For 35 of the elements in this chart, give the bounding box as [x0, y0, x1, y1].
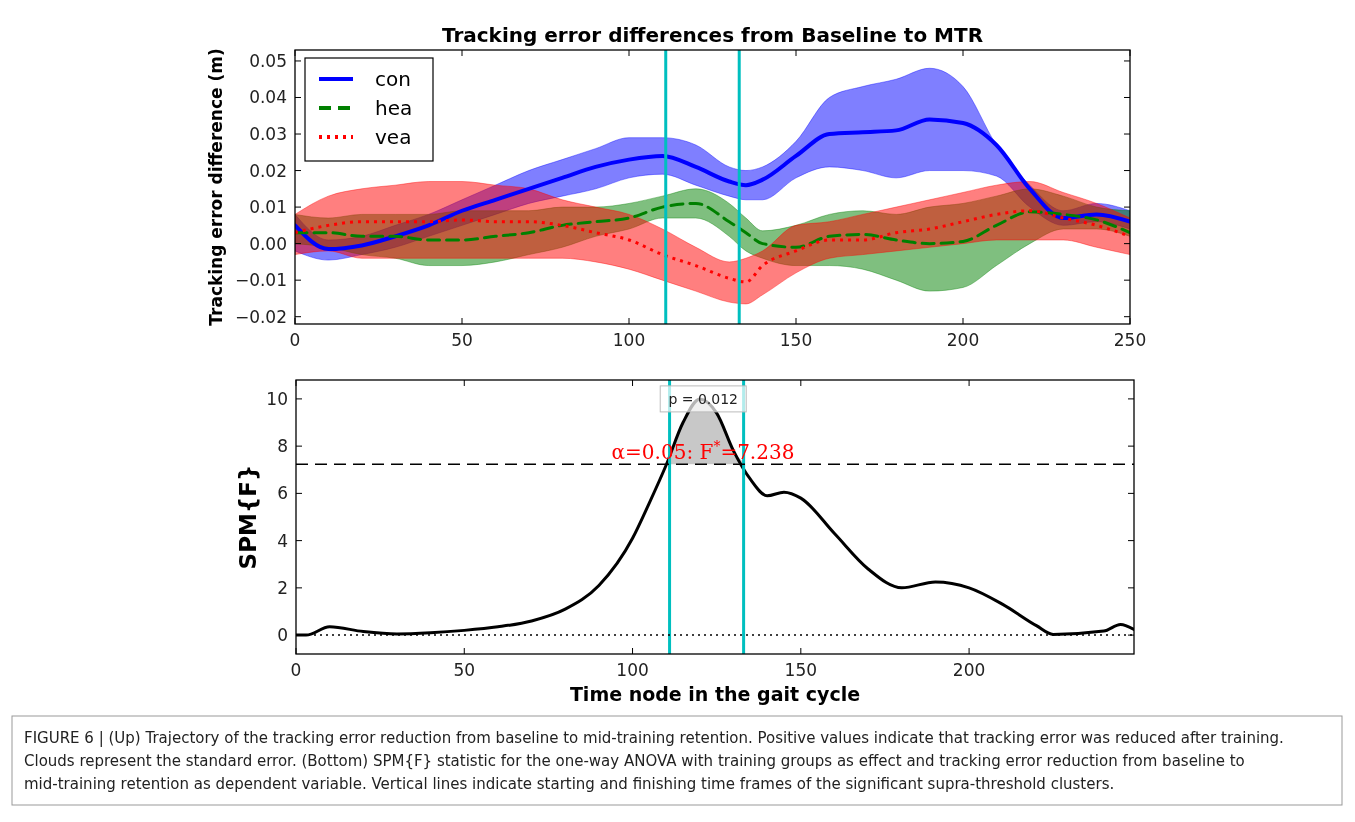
x-tick-label: 0 — [290, 660, 302, 680]
x-tick-label: 150 — [779, 330, 813, 350]
y-tick-label: 8 — [277, 436, 288, 457]
x-tick-label: 100 — [616, 660, 649, 680]
y-tick-label: 10 — [266, 388, 288, 409]
y-tick-label: 0.05 — [249, 50, 287, 71]
chart-title: Tracking error differences from Baseline to MTR — [441, 23, 984, 47]
y-tick-label: 0.01 — [249, 197, 287, 218]
x-tick-label: 200 — [946, 330, 980, 350]
x-tick-label: 50 — [453, 660, 476, 680]
legend-label: con — [375, 67, 411, 91]
x-axis-title: Time node in the gait cycle — [569, 683, 861, 705]
line-series — [295, 117, 1130, 252]
y-tick-label: 4 — [277, 530, 288, 551]
y-axis-title: SPM{F} — [235, 464, 261, 570]
x-tick-label: 250 — [1113, 330, 1147, 350]
legend-label: vea — [375, 125, 412, 149]
legend-label: hea — [375, 96, 413, 120]
y-axis-title: Tracking error difference (m) — [206, 48, 226, 326]
caption: FIGURE 6 | (Up) Trajectory of the tracking error reduction from baseline to mid-training retention. Positive values indicate that tracking error was reduced after training. Clouds represent the standard error. (Bottom) SPM{F} statistic for the one-way ANOVA with training groups as effect and tracking error reduction from baseline to mid-training retention as dependent variable. Vertical lines indicate starting and finishing time frames of the significant supra-threshold clusters. — [24, 729, 1284, 793]
y-tick-label: 0.04 — [249, 87, 287, 108]
annotation: p = 0.012 — [668, 390, 739, 407]
y-tick-label: −0.01 — [234, 270, 287, 291]
y-tick-label: −0.02 — [234, 306, 287, 327]
line-series — [295, 201, 1130, 249]
y-tick-label: 0.00 — [249, 233, 287, 254]
y-tick-label: 0.03 — [249, 124, 287, 145]
x-tick-label: 200 — [952, 660, 986, 680]
y-tick-label: 6 — [277, 483, 288, 504]
x-tick-label: 150 — [784, 660, 818, 680]
y-tick-label: 0.02 — [249, 160, 287, 181]
y-tick-label: 2 — [277, 577, 288, 598]
y-tick-label: 0 — [277, 625, 288, 646]
x-tick-label: 100 — [612, 330, 646, 350]
x-tick-label: 50 — [451, 330, 473, 350]
